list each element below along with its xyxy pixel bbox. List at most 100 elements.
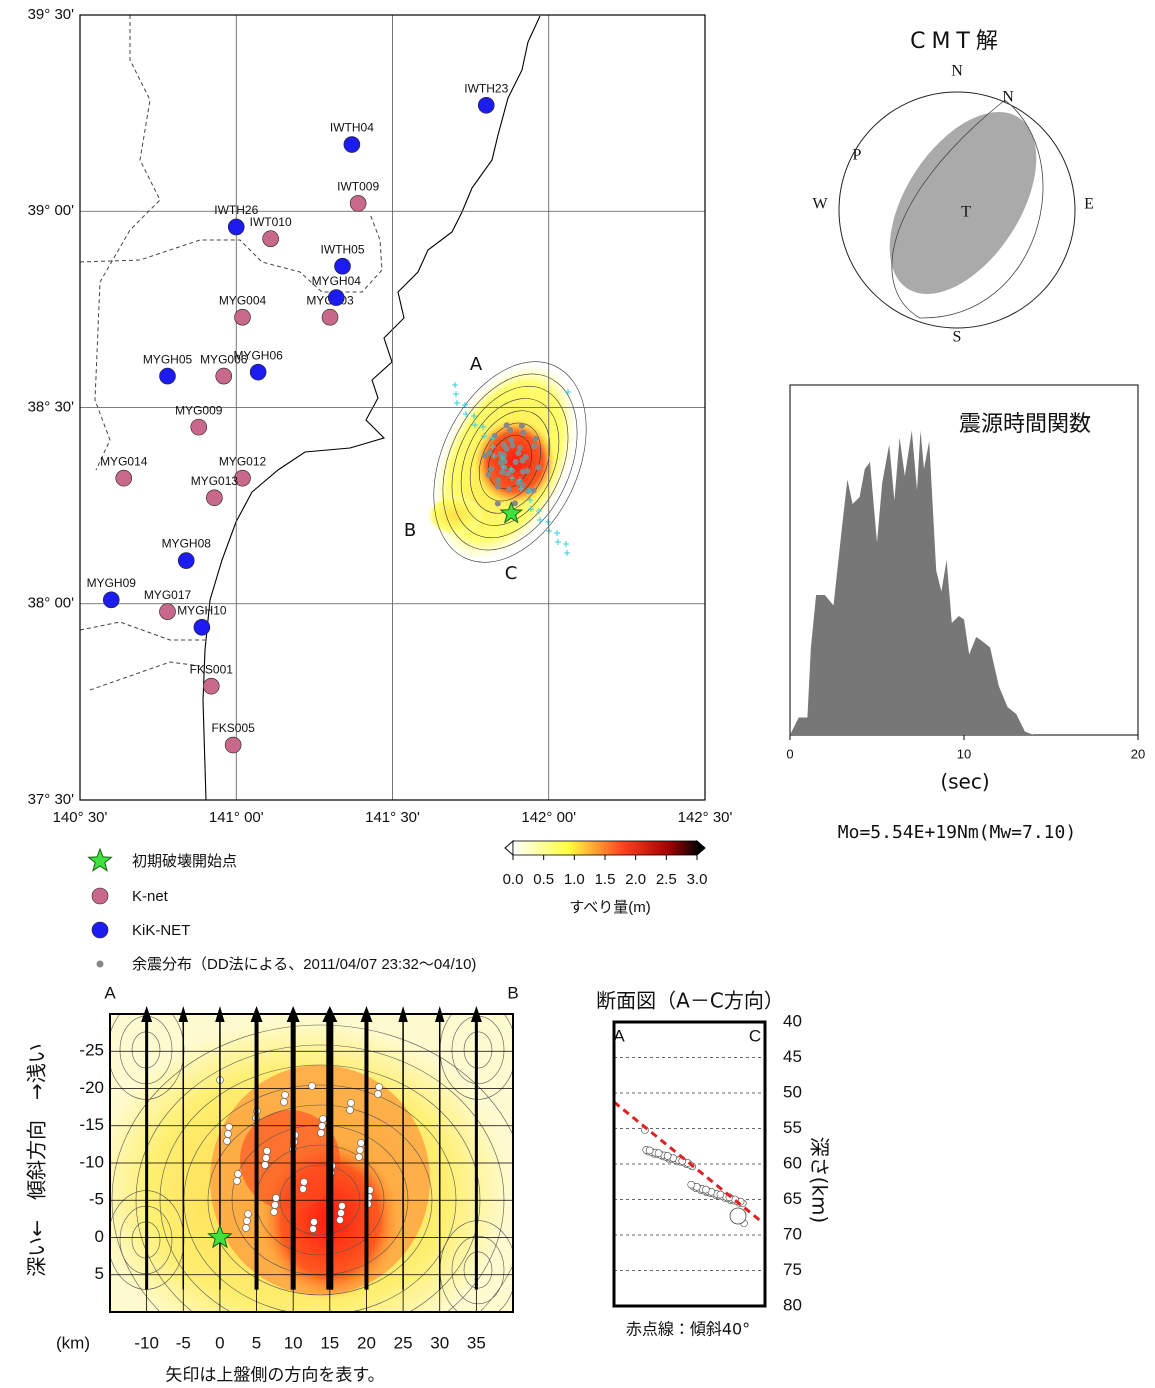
aftershock-dot [518, 422, 525, 429]
station-marker [234, 469, 251, 487]
y-tick-label: 60 [783, 1153, 802, 1172]
station-marker [227, 218, 245, 236]
slip-section [110, 1014, 513, 1312]
legend-dot [96, 960, 104, 968]
station-marker [224, 736, 242, 754]
x-tick-label: 5 [252, 1333, 261, 1352]
lat-tick-label: 39° 00' [28, 202, 75, 219]
epicenter-star [499, 501, 524, 524]
aftershock-dot [488, 466, 495, 473]
aftershock-dot [503, 445, 510, 452]
aftershock [224, 1130, 232, 1138]
subfault-cross [537, 517, 543, 523]
subfault-cross [554, 530, 560, 536]
slip-contour [460, 398, 560, 526]
legend-label: 初期破壊開始点 [132, 853, 237, 870]
subfault-cross [454, 400, 460, 406]
subfault-cross [480, 424, 486, 430]
subfault-cross [463, 411, 469, 417]
x-tick-label: 10 [957, 746, 971, 761]
aftershock [346, 1106, 354, 1114]
station-marker [477, 96, 495, 114]
subfault-cross [517, 477, 523, 483]
subfault-cross [526, 488, 532, 494]
x-tick-label: 15 [320, 1333, 339, 1352]
station-marker [115, 469, 133, 487]
aftershock [338, 1202, 346, 1210]
fault-corner-label: A [470, 354, 483, 375]
aftershock-dot [508, 437, 515, 444]
aftershock-dot [485, 471, 492, 478]
fault-corner-label: C [505, 563, 518, 584]
section-frame [612, 1020, 767, 1308]
cmt: CMT解 N N P W T E S [812, 29, 1093, 346]
legend-label: 余震分布（DD法による、2011/04/07 23:32～04/10) [132, 956, 476, 973]
subfault-cross [555, 539, 561, 545]
x-tick-label: -10 [134, 1333, 159, 1352]
station-marker [102, 591, 120, 609]
lon-tick-label: 142° 00' [521, 809, 576, 826]
station-label: IWT010 [250, 215, 292, 229]
station-label: MYG013 [191, 474, 239, 488]
prefecture-boundary [79, 15, 383, 691]
aftershock-dot [511, 500, 518, 507]
cmt-label: N [1002, 89, 1014, 106]
aftershock [347, 1099, 355, 1107]
legend-dot [91, 887, 109, 905]
aftershock-dot [512, 459, 519, 465]
cmt-title: CMT解 [910, 29, 1004, 54]
aftershock [336, 1216, 344, 1224]
y-tick-label: 40 [783, 1011, 802, 1030]
lat-tick-label: 38° 30' [28, 398, 75, 415]
corner-label: A [104, 983, 116, 1002]
stf-area [790, 430, 1034, 735]
station-label: IWTH26 [214, 203, 258, 217]
x-tick-label: -5 [176, 1333, 191, 1352]
station-label: IWTH04 [330, 121, 374, 135]
lon-tick-label: 141° 00' [209, 809, 264, 826]
aftershock-dot [501, 458, 508, 465]
coastline [202, 15, 541, 801]
aftershock-dot [495, 477, 502, 484]
aftershock-dot [530, 487, 537, 494]
aftershock [355, 1153, 363, 1161]
subfault-cross [565, 389, 571, 395]
y-tick-label: 80 [783, 1295, 802, 1314]
hypocenter-star [207, 1224, 233, 1249]
y-tick-label: 5 [95, 1264, 104, 1283]
aftershock [233, 1177, 241, 1185]
aftershock [645, 1146, 654, 1155]
tension-quadrant [889, 111, 1037, 295]
x-tick-label: 30 [430, 1333, 449, 1352]
y-tick-label: 45 [783, 1047, 802, 1066]
aftershock [262, 1154, 270, 1162]
slip-contour [469, 410, 551, 514]
y-tick-label: 0 [95, 1227, 104, 1246]
map-frame [79, 14, 706, 801]
aftershock [310, 1218, 318, 1226]
stf-title: 震源時間関数 [959, 412, 1091, 437]
aftershock [701, 1185, 710, 1194]
lat-tick-label: 37° 30' [28, 791, 75, 808]
station-marker [190, 418, 208, 436]
map: 140° 30' 141° 00' 141° 30' 142° 00' 142° 30'… [28, 6, 733, 826]
aftershock-dot [509, 442, 516, 449]
aftershock-dot [491, 432, 498, 439]
dip-line [613, 1100, 763, 1224]
nodal-plane [891, 99, 1044, 319]
aftershock [663, 1152, 672, 1160]
subfault-cross [563, 541, 569, 547]
subfault-cross [472, 422, 478, 428]
subfault-cross [453, 391, 459, 397]
cmt-label: T [961, 204, 971, 221]
y-tick-label: -5 [89, 1190, 104, 1209]
y-tick-label: 50 [783, 1082, 802, 1101]
note: 矢印は上盤側の方向を表す。 [165, 1366, 384, 1386]
aftershock [270, 1208, 278, 1216]
x-tick-label: 20 [357, 1333, 376, 1352]
subfault-cross [509, 475, 515, 481]
aftershock [281, 1091, 289, 1099]
lon-tick-label: 142° 30' [678, 809, 733, 826]
y-axis-label: 深さ(km) [808, 1137, 832, 1224]
